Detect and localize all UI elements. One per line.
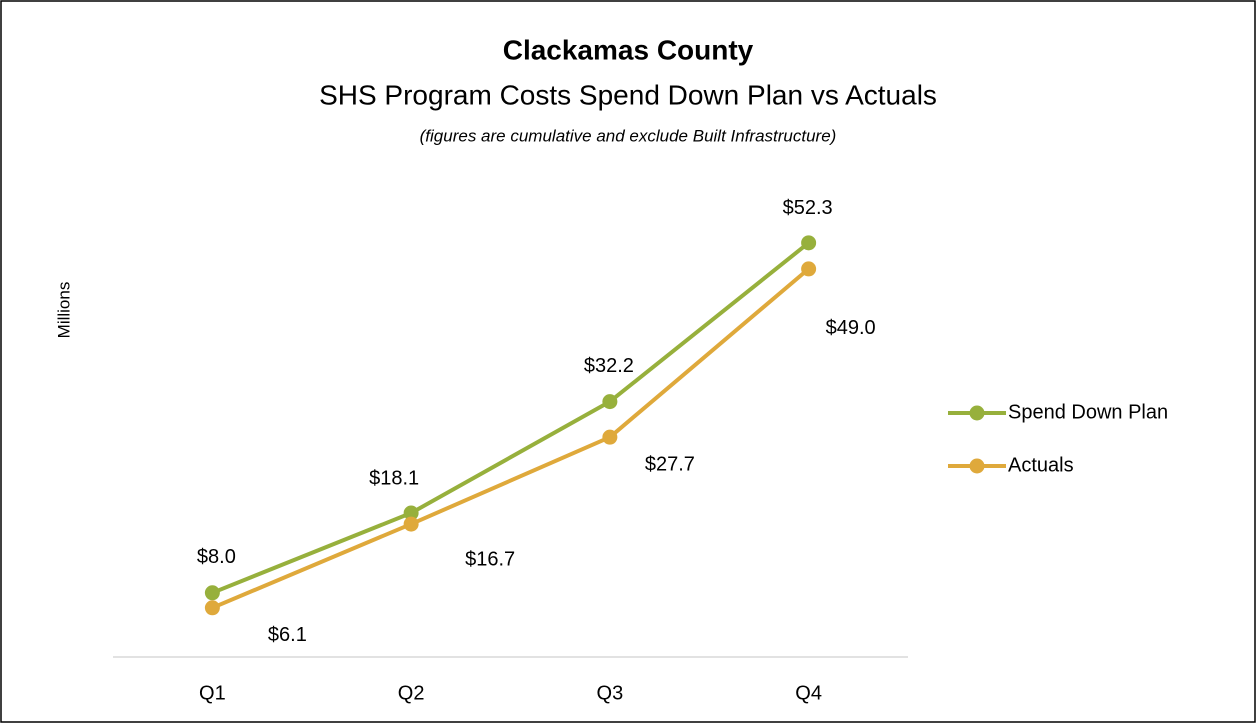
data-label: $32.2 xyxy=(584,355,634,377)
data-point xyxy=(403,505,419,521)
data-point xyxy=(204,585,220,601)
x-tick-label: Q1 xyxy=(199,682,226,704)
data-label: $8.0 xyxy=(197,546,236,568)
data-point xyxy=(204,600,220,616)
legend-swatch-marker xyxy=(969,405,985,421)
legend-label: Actuals xyxy=(1008,454,1074,476)
data-point xyxy=(403,516,419,532)
series-line xyxy=(211,267,810,610)
data-point xyxy=(602,394,618,410)
x-tick-label: Q3 xyxy=(597,682,624,704)
data-label: $18.1 xyxy=(369,467,419,489)
data-label: $52.3 xyxy=(783,197,833,219)
data-point xyxy=(602,429,618,445)
data-label: $49.0 xyxy=(826,317,876,339)
legend-swatch-marker xyxy=(969,458,985,474)
data-label: $6.1 xyxy=(268,624,307,646)
data-label: $27.7 xyxy=(645,453,695,475)
legend-label: Spend Down Plan xyxy=(1008,401,1168,423)
data-point xyxy=(801,235,817,251)
chart-subtitle: SHS Program Costs Spend Down Plan vs Act… xyxy=(319,79,937,110)
series-line xyxy=(211,241,810,595)
chart-title: Clackamas County xyxy=(503,34,754,65)
x-tick-label: Q4 xyxy=(795,682,822,704)
x-tick-label: Q2 xyxy=(398,682,425,704)
data-point xyxy=(801,261,817,277)
data-label: $16.7 xyxy=(465,548,515,570)
chart-note: (figures are cumulative and exclude Buil… xyxy=(420,126,837,145)
y-axis-label: Millions xyxy=(54,282,73,339)
